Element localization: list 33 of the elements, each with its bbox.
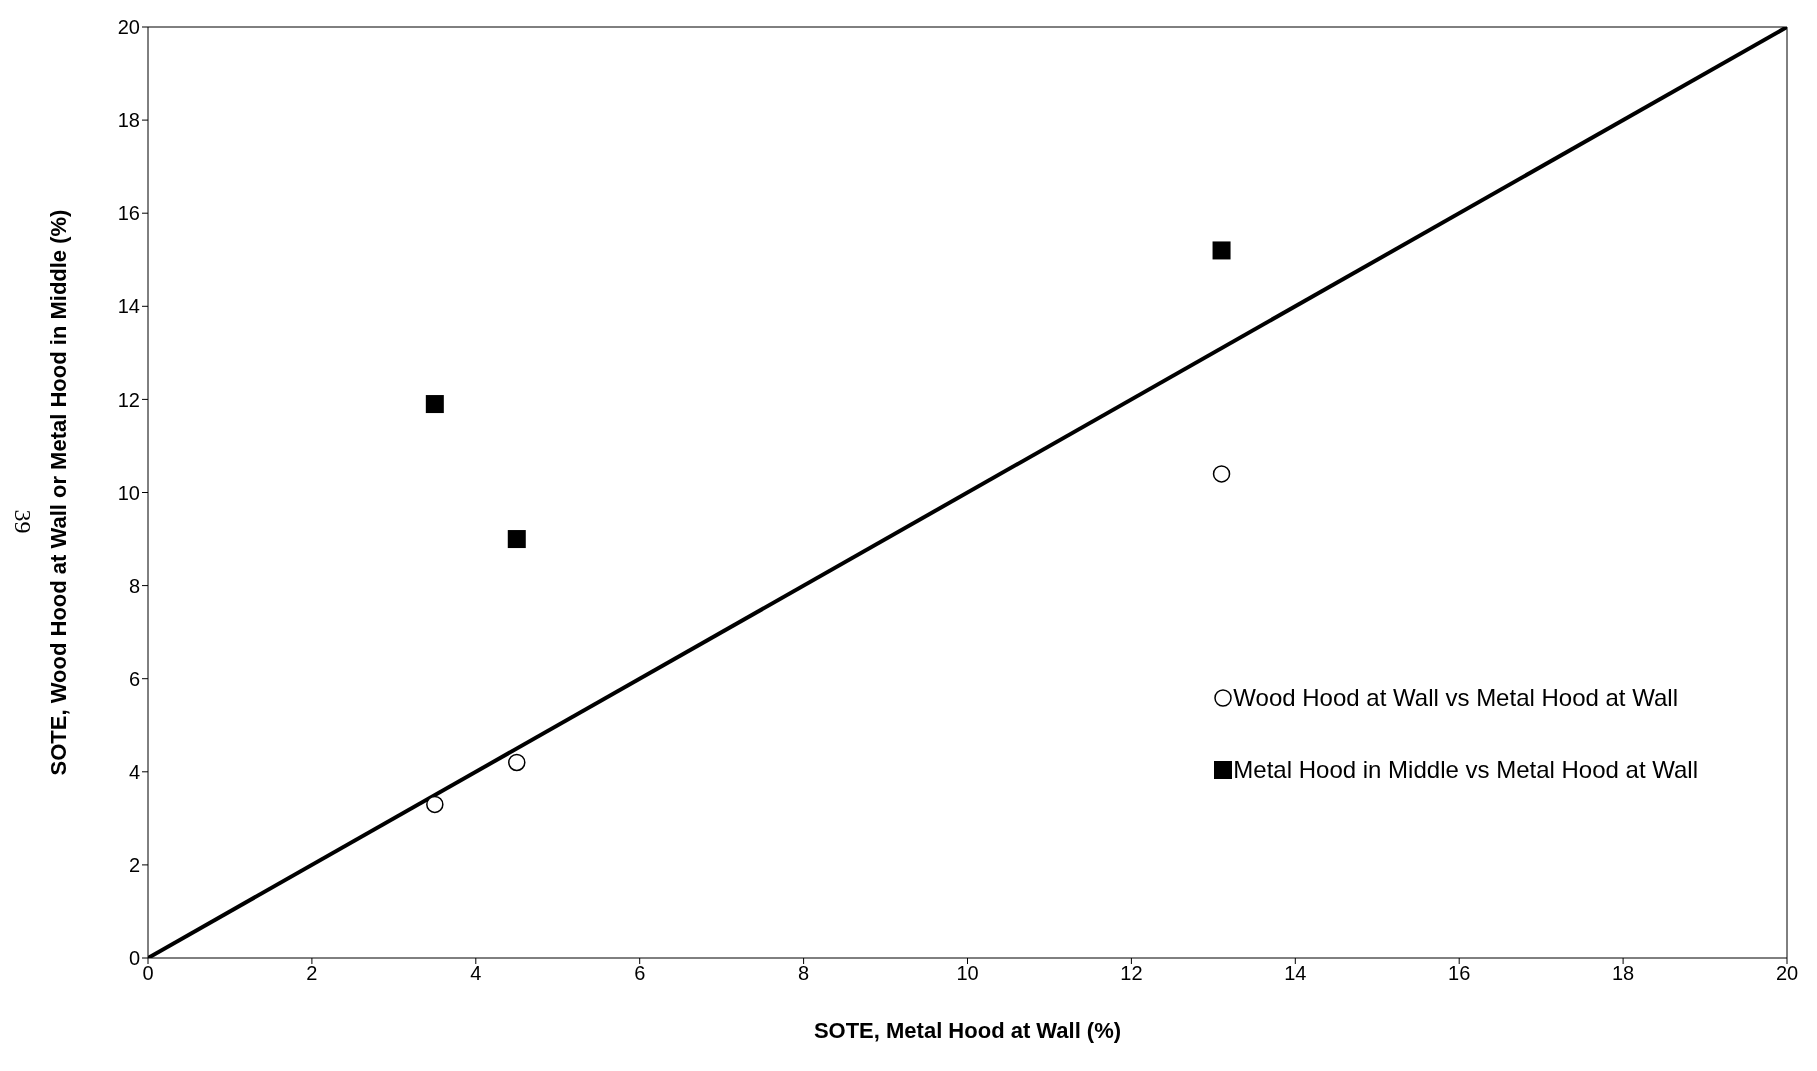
x-tick-label: 12 (1120, 962, 1143, 985)
x-tick-label: 0 (142, 962, 154, 985)
point (1212, 465, 1231, 483)
y-tick-label: 2 (128, 854, 140, 876)
legend-label: Metal Hood in Middle vs Metal Hood at Wall (1233, 756, 1698, 784)
x-tick-label: 10 (956, 962, 979, 985)
y-tick-label: 6 (128, 667, 140, 690)
x-tick-label: 18 (1611, 962, 1635, 985)
x-tick-label: 6 (634, 962, 646, 985)
x-axis-title: SOTE, Metal Hood at Wall (%) (813, 1018, 1122, 1043)
point (508, 753, 526, 772)
x-tick-label: 2 (306, 962, 318, 985)
y-tick-label: 0 (128, 947, 140, 970)
x-tick-label: 20 (1775, 962, 1799, 985)
point (425, 395, 444, 414)
x-tick-label: 4 (470, 962, 482, 985)
legend-label: Wood Hood at Wall vs Metal Hood at Wall (1233, 684, 1678, 712)
y-tick-label: 18 (117, 109, 140, 132)
x-tick-label: 8 (798, 962, 810, 985)
point (426, 795, 444, 814)
point (1212, 241, 1231, 260)
y-tick-label: 4 (128, 760, 140, 783)
y-tick-label: 16 (117, 202, 140, 225)
text: 39 (8, 509, 36, 534)
x-tick-label: 16 (1448, 962, 1471, 985)
y-tick-label: 8 (128, 574, 140, 597)
y-axis-title: SOTE, Wood Hood at Wall or Metal Hood in Middle (%) (45, 209, 71, 776)
y-tick-label: 12 (117, 388, 140, 411)
y-tick-label: 20 (117, 16, 140, 39)
y-tick-label: 10 (117, 481, 140, 504)
point (507, 530, 526, 549)
y-tick-label: 14 (117, 295, 140, 318)
x-tick-label: 14 (1284, 962, 1307, 985)
